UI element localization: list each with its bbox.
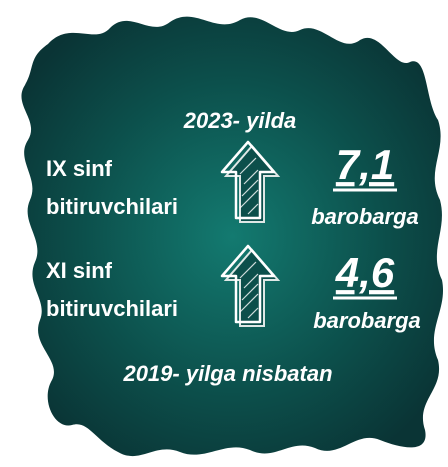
unit: barobarga	[313, 308, 421, 333]
title: 2023- yilda	[183, 108, 297, 133]
row-label: XI sinf	[46, 258, 113, 283]
footer: 2019- yilga nisbatan	[122, 361, 332, 386]
row-label: IX sinf	[46, 156, 113, 181]
row-label: bitiruvchilari	[46, 194, 178, 219]
row-label: bitiruvchilari	[46, 296, 178, 321]
value: 7,1	[336, 141, 394, 188]
value: 4,6	[335, 249, 395, 296]
unit: barobarga	[311, 204, 419, 229]
background-blob	[21, 16, 444, 457]
